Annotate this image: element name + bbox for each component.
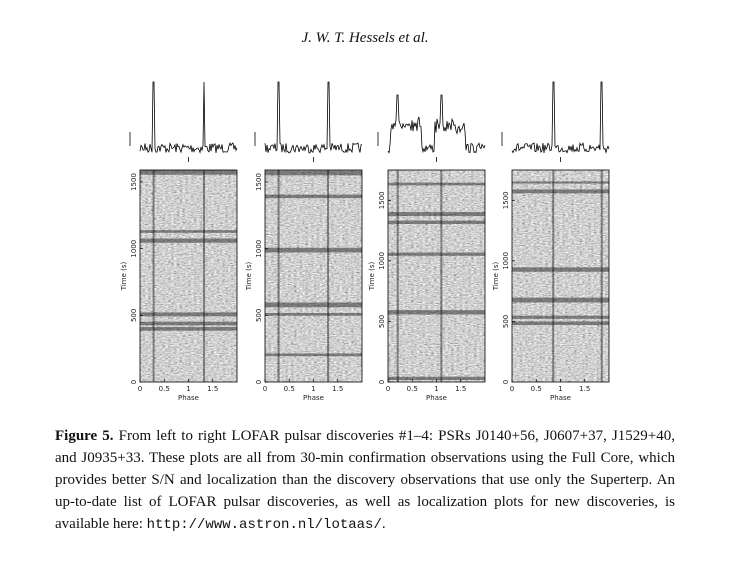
band bbox=[140, 230, 237, 233]
band bbox=[265, 247, 362, 253]
pulse-track bbox=[203, 170, 206, 382]
y-tick-label: 1500 bbox=[255, 173, 263, 191]
band bbox=[265, 353, 362, 357]
x-tick-label: 1.5 bbox=[332, 385, 343, 393]
y-axis-label: Time (s) bbox=[120, 262, 128, 292]
time-phase-image bbox=[512, 170, 609, 382]
x-axis-label: Phase bbox=[426, 394, 447, 402]
running-head: J. W. T. Hessels et al. bbox=[301, 30, 429, 46]
y-tick-label: 500 bbox=[130, 309, 138, 322]
y-tick-label: 0 bbox=[502, 380, 510, 384]
x-tick-label: 0 bbox=[510, 385, 514, 393]
pulse-track bbox=[552, 170, 555, 382]
caption-url: http://www.astron.nl/lotaas/ bbox=[146, 517, 382, 533]
band bbox=[388, 252, 485, 256]
y-axis-label: Time (s) bbox=[492, 262, 500, 292]
time-phase-image bbox=[140, 170, 237, 382]
time-phase-image bbox=[265, 170, 362, 382]
x-tick-label: 0.5 bbox=[159, 385, 170, 393]
pulse-profile bbox=[139, 81, 238, 154]
y-tick-label: 500 bbox=[378, 315, 386, 328]
caption-end: . bbox=[381, 516, 386, 532]
time-phase-image bbox=[388, 170, 485, 382]
band bbox=[265, 302, 362, 308]
panel: 0 0.5 1 1.5 0 500 1000 1500 Phase Time (s) bbox=[492, 81, 610, 402]
y-tick-label: 1000 bbox=[378, 252, 386, 270]
x-axis-label: Phase bbox=[303, 394, 324, 402]
y-tick-label: 500 bbox=[255, 309, 263, 322]
y-tick-label: 0 bbox=[255, 380, 263, 384]
band bbox=[512, 297, 609, 303]
x-tick-label: 1 bbox=[311, 385, 315, 393]
x-tick-label: 0 bbox=[386, 385, 390, 393]
band bbox=[140, 238, 237, 243]
pulse-track bbox=[440, 170, 443, 382]
y-axis-label: Time (s) bbox=[368, 262, 376, 292]
x-tick-label: 1.5 bbox=[579, 385, 590, 393]
band bbox=[140, 321, 237, 326]
x-tick-label: 1.5 bbox=[207, 385, 218, 393]
band bbox=[388, 220, 485, 224]
y-axis-label: Time (s) bbox=[245, 262, 253, 292]
pulse-track bbox=[600, 170, 603, 382]
x-axis-label: Phase bbox=[178, 394, 199, 402]
y-tick-label: 0 bbox=[378, 380, 386, 384]
pulse-profile bbox=[511, 81, 610, 154]
panel: 0 0.5 1 1.5 0 500 1000 1500 Phase Time (s) bbox=[120, 81, 238, 402]
y-tick-label: 0 bbox=[130, 380, 138, 384]
band bbox=[512, 321, 609, 325]
y-tick-label: 1000 bbox=[502, 252, 510, 270]
x-axis-label: Phase bbox=[550, 394, 571, 402]
caption-label: Figure 5. bbox=[55, 428, 114, 444]
x-tick-label: 0 bbox=[263, 385, 267, 393]
x-tick-label: 1 bbox=[434, 385, 438, 393]
band bbox=[140, 327, 237, 331]
pulse-track bbox=[152, 170, 155, 382]
band bbox=[512, 315, 609, 319]
band bbox=[512, 267, 609, 272]
band bbox=[512, 189, 609, 194]
y-tick-label: 1500 bbox=[130, 173, 138, 191]
panel: 0 0.5 1 1.5 0 500 1000 1500 Phase Time (s) bbox=[245, 81, 363, 402]
y-tick-label: 1500 bbox=[378, 191, 386, 209]
band bbox=[140, 170, 237, 175]
band bbox=[388, 310, 485, 315]
y-tick-label: 1000 bbox=[255, 240, 263, 258]
x-tick-label: 1 bbox=[186, 385, 190, 393]
band bbox=[388, 212, 485, 217]
x-tick-label: 0.5 bbox=[284, 385, 295, 393]
x-tick-label: 0.5 bbox=[531, 385, 542, 393]
y-tick-label: 1000 bbox=[130, 240, 138, 258]
band bbox=[388, 182, 485, 186]
x-tick-label: 0.5 bbox=[407, 385, 418, 393]
pulse-track bbox=[327, 170, 330, 382]
band bbox=[512, 181, 609, 184]
panel: 0 0.5 1 1.5 0 500 1000 1500 Phase Time (s) bbox=[368, 94, 486, 402]
x-tick-label: 1.5 bbox=[455, 385, 466, 393]
caption-text: From left to right LOFAR pulsar discover… bbox=[55, 428, 675, 532]
y-tick-label: 500 bbox=[502, 315, 510, 328]
pulse-track bbox=[277, 170, 280, 382]
caption: Figure 5. From left to right LOFAR pulsa… bbox=[55, 425, 675, 536]
y-tick-label: 1500 bbox=[502, 191, 510, 209]
x-tick-label: 1 bbox=[558, 385, 562, 393]
band bbox=[388, 376, 485, 381]
band bbox=[265, 170, 362, 176]
pulse-profile bbox=[387, 94, 486, 154]
band bbox=[265, 313, 362, 316]
band bbox=[265, 194, 362, 199]
pulse-track bbox=[396, 170, 399, 382]
pulse-profile bbox=[264, 81, 363, 154]
x-tick-label: 0 bbox=[138, 385, 142, 393]
band bbox=[140, 312, 237, 317]
